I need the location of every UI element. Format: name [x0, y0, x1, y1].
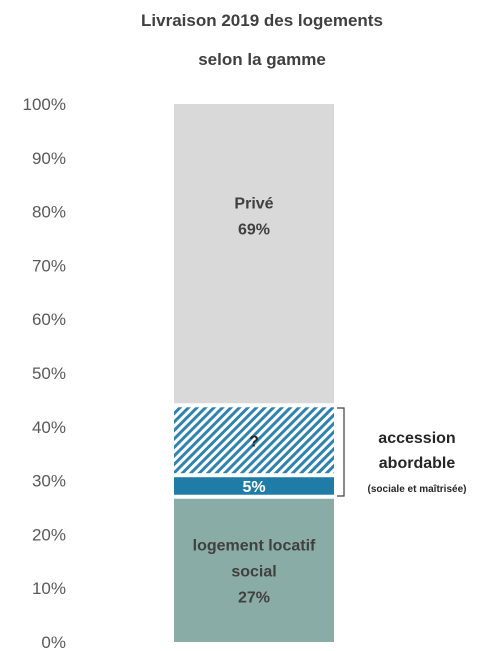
y-axis: 0% 10% 20% 30% 40% 50% 60% 70% 80% 90% 100%: [23, 95, 66, 651]
y-tick-label: 50%: [32, 364, 66, 383]
segment-label: 27%: [238, 589, 270, 606]
y-tick-label: 40%: [32, 418, 66, 437]
segment-label: logement locatif: [193, 537, 316, 554]
annotation-line-1: accession: [378, 430, 455, 447]
y-tick-label: 70%: [32, 256, 66, 275]
y-tick-label: 80%: [32, 203, 66, 222]
chart-title-line-1: Livraison 2019 des logements: [141, 11, 383, 30]
y-tick-label: 0%: [41, 633, 66, 651]
bar-segment: [174, 104, 334, 403]
annotation-group: accession abordable (sociale et maîtrisé…: [337, 408, 466, 496]
y-tick-label: 30%: [32, 472, 66, 491]
annotation-bracket: [337, 408, 344, 496]
segment-label: 5%: [242, 479, 265, 496]
annotation-note: (sociale et maîtrisée): [368, 484, 467, 495]
y-tick-label: 90%: [32, 149, 66, 168]
bar-segments: [174, 104, 334, 642]
chart-title-line-2: selon la gamme: [198, 50, 326, 69]
segment-label: 69%: [238, 222, 270, 239]
y-tick-label: 20%: [32, 525, 66, 544]
annotation-line-2: abordable: [379, 455, 456, 472]
segment-label: social: [231, 563, 276, 580]
segment-label: Privé: [234, 196, 273, 213]
y-tick-label: 10%: [32, 579, 66, 598]
segment-label: ?: [249, 433, 259, 450]
y-tick-label: 60%: [32, 310, 66, 329]
y-tick-label: 100%: [23, 95, 66, 114]
